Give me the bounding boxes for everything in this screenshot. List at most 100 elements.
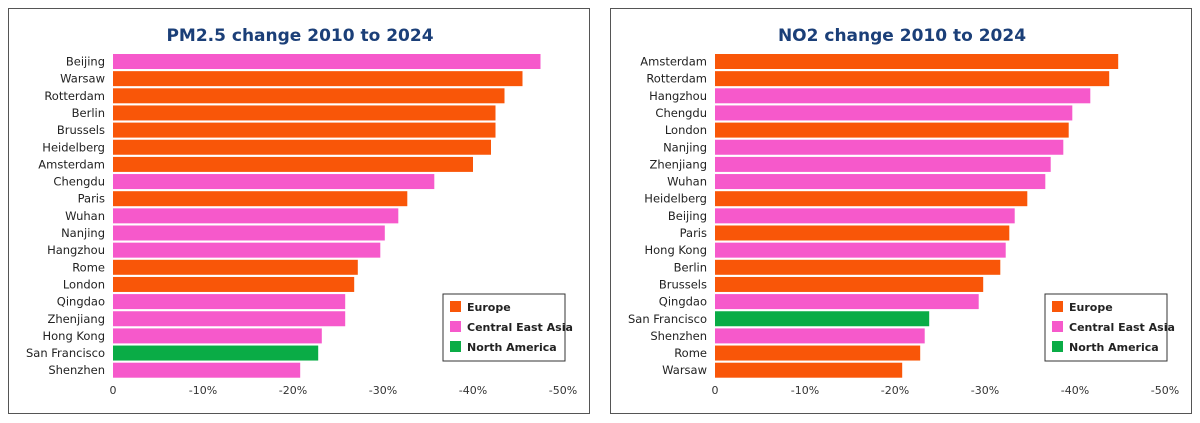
legend-swatch [450, 341, 461, 352]
bar [113, 156, 473, 172]
category-label: Shenzhen [48, 363, 105, 377]
category-label: Nanjing [663, 140, 707, 154]
category-label: Zhenjiang [649, 157, 707, 171]
x-tick-label: -30% [369, 384, 397, 397]
x-tick-label: -40% [1061, 384, 1089, 397]
pm25-chart-panel: PM2.5 change 2010 to 2024 Beijing Warsaw Ro… [8, 8, 590, 414]
chart-svg: NO2 change 2010 to 2024 Amsterdam Rotterda… [628, 26, 1179, 397]
bar [113, 139, 491, 155]
category-label: Hong Kong [644, 243, 707, 257]
category-label: San Francisco [26, 346, 105, 360]
bar [113, 311, 346, 327]
category-label: Hangzhou [649, 89, 707, 103]
bar [715, 225, 1010, 241]
x-tick-label: -50% [549, 384, 577, 397]
category-label: Shenzhen [650, 329, 707, 343]
category-label: Heidelberg [644, 192, 707, 206]
bar [113, 294, 346, 310]
bar [715, 174, 1046, 190]
x-tick-label: -50% [1151, 384, 1179, 397]
category-label: Brussels [57, 123, 105, 137]
category-label: London [665, 123, 707, 137]
bar [113, 242, 381, 258]
category-label: Qingdao [57, 295, 105, 309]
legend-label: Central East Asia [1069, 321, 1175, 334]
legend-label: North America [467, 341, 557, 354]
bar [715, 156, 1051, 172]
bar [113, 105, 496, 121]
bar [715, 328, 925, 344]
bar [715, 54, 1119, 69]
category-label: Chengdu [53, 175, 105, 189]
bar [715, 242, 1006, 258]
category-label: Rome [674, 346, 707, 360]
bar [113, 362, 301, 378]
bar [715, 294, 979, 310]
category-label: London [63, 277, 105, 291]
legend-swatch [1052, 321, 1063, 332]
bar [113, 328, 322, 344]
no2-chart-panel: NO2 change 2010 to 2024 Amsterdam Rotterda… [610, 8, 1192, 414]
legend-swatch [1052, 341, 1063, 352]
bar [715, 208, 1015, 224]
category-label: Beijing [668, 209, 707, 223]
bar [113, 122, 496, 138]
legend-label: Europe [1069, 301, 1113, 314]
legend-label: Europe [467, 301, 511, 314]
bar [715, 345, 921, 361]
bar [113, 225, 385, 241]
category-label: Warsaw [662, 363, 707, 377]
bar [113, 259, 358, 275]
bar [113, 345, 319, 361]
bar [113, 71, 523, 87]
category-label: Qingdao [659, 295, 707, 309]
category-label: Heidelberg [42, 140, 105, 154]
bar [113, 191, 408, 207]
category-label: Amsterdam [38, 157, 105, 171]
category-label: Wuhan [65, 209, 105, 223]
category-label: Warsaw [60, 72, 105, 86]
bar [113, 276, 355, 292]
chart-svg: PM2.5 change 2010 to 2024 Beijing Warsaw Ro… [26, 26, 577, 397]
category-label: Berlin [674, 260, 707, 274]
category-label: Rome [72, 260, 105, 274]
category-label: Paris [680, 226, 707, 240]
bar [113, 174, 435, 190]
category-label: Chengdu [655, 106, 707, 120]
category-label: Rotterdam [44, 89, 105, 103]
bar [715, 122, 1069, 138]
legend-swatch [450, 301, 461, 312]
x-tick-label: -40% [459, 384, 487, 397]
x-tick-label: -30% [971, 384, 999, 397]
bar [113, 208, 399, 224]
legend: Europe Central East Asia North America [442, 293, 573, 362]
category-label: Hangzhou [47, 243, 105, 257]
bar [715, 311, 930, 327]
category-label: San Francisco [628, 312, 707, 326]
chart-title: PM2.5 change 2010 to 2024 [166, 26, 433, 46]
category-label: Wuhan [667, 175, 707, 189]
category-label: Paris [78, 192, 105, 206]
chart-title: NO2 change 2010 to 2024 [778, 26, 1026, 46]
bar [715, 88, 1091, 104]
bar [113, 54, 541, 69]
legend-swatch [1052, 301, 1063, 312]
bar [113, 88, 505, 104]
legend-swatch [450, 321, 461, 332]
x-tick-label: -10% [189, 384, 217, 397]
legend: Europe Central East Asia North America [1044, 293, 1175, 362]
bar [715, 71, 1110, 87]
x-tick-label: 0 [110, 384, 117, 397]
category-label: Beijing [66, 55, 105, 69]
bar [715, 191, 1028, 207]
legend-label: North America [1069, 341, 1159, 354]
category-label: Hong Kong [42, 329, 105, 343]
bar [715, 259, 1001, 275]
x-tick-label: 0 [712, 384, 719, 397]
x-tick-label: -10% [791, 384, 819, 397]
bar [715, 362, 903, 378]
legend-label: Central East Asia [467, 321, 573, 334]
bar [715, 276, 984, 292]
category-label: Amsterdam [640, 55, 707, 69]
category-label: Nanjing [61, 226, 105, 240]
